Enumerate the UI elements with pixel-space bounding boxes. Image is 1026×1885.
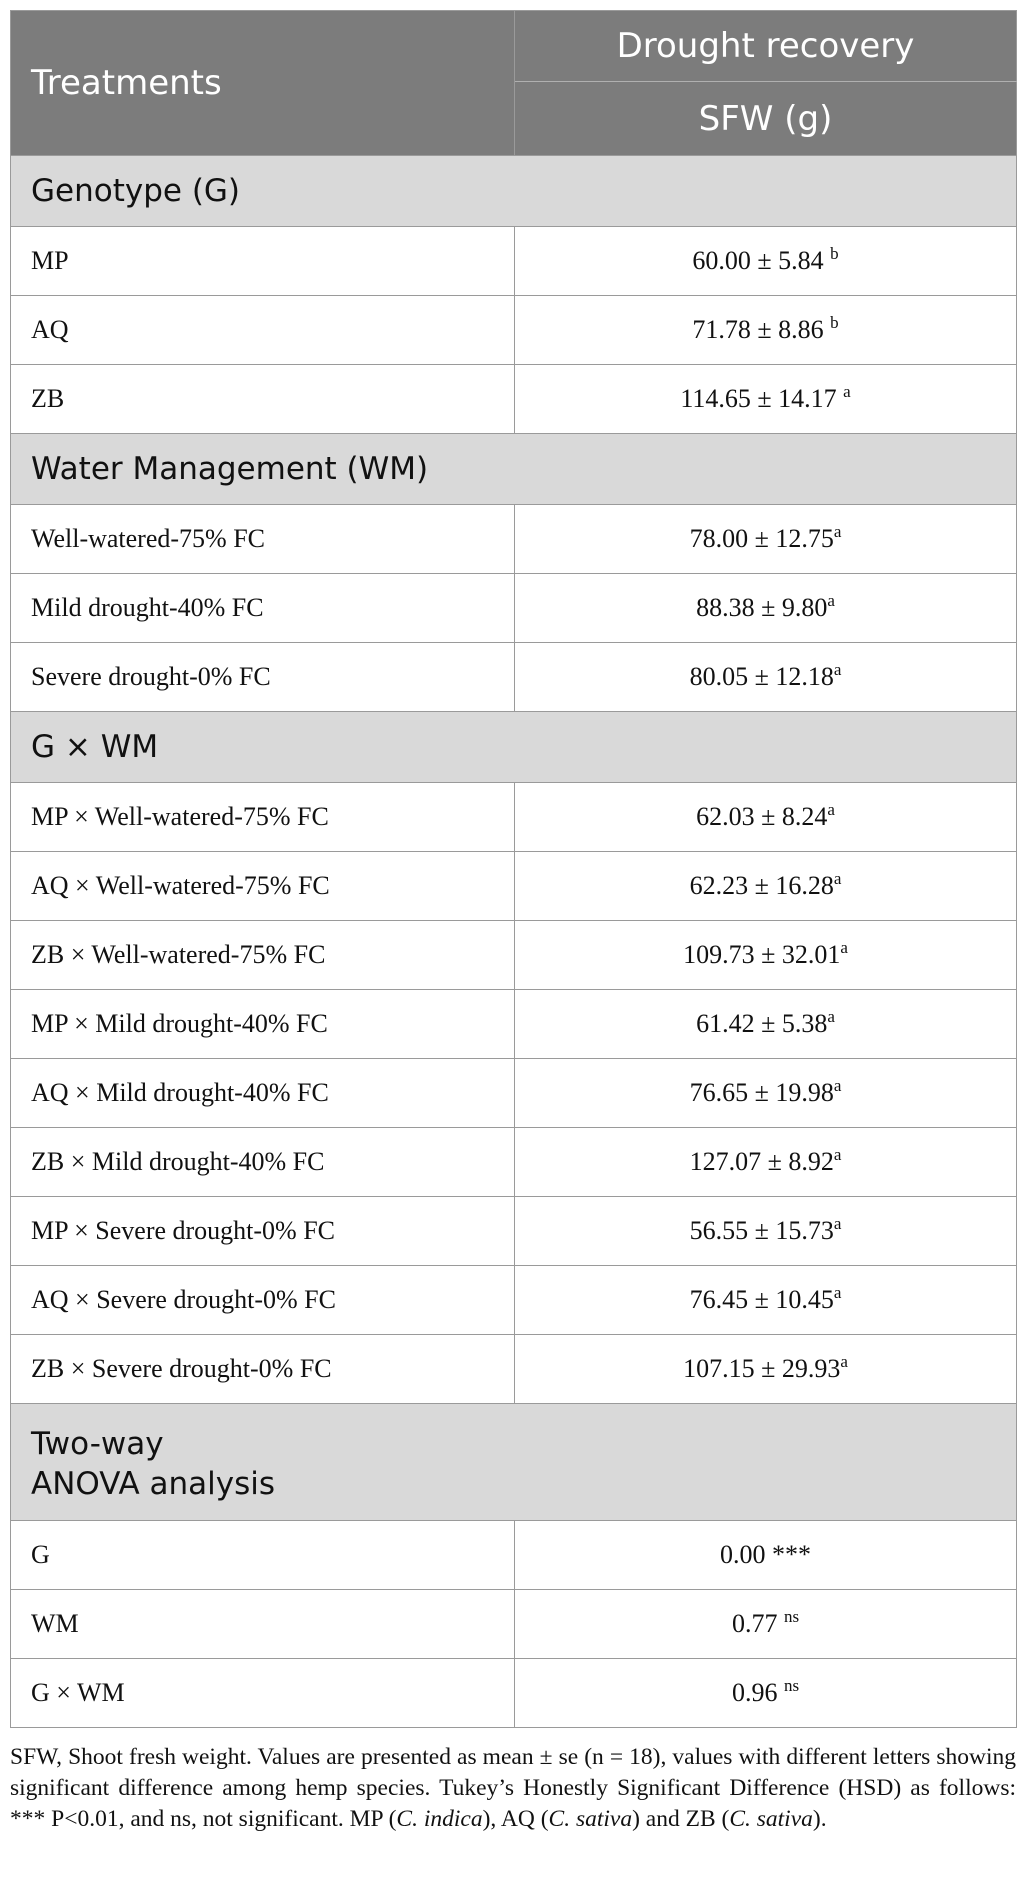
- row-label: Mild drought-40% FC: [10, 573, 515, 643]
- section-title: Water Management (WM): [10, 433, 1017, 505]
- table-container: Treatments Drought recovery SFW (g) Geno…: [10, 9, 1017, 1728]
- row-value: 109.73 ± 32.01a: [514, 920, 1017, 990]
- row-value: 76.65 ± 19.98a: [514, 1058, 1017, 1128]
- section-title-line1: Two-way: [31, 1426, 164, 1462]
- table-row: WM 0.77 ns: [10, 1589, 1017, 1659]
- row-value: 0.96 ns: [514, 1658, 1017, 1728]
- results-table: Treatments Drought recovery SFW (g) Geno…: [10, 9, 1017, 1728]
- header-drought-recovery: Drought recovery: [514, 9, 1017, 83]
- table-row: Well-watered-75% FC 78.00 ± 12.75a: [10, 504, 1017, 574]
- section-title: G × WM: [10, 711, 1017, 783]
- row-value: 114.65 ± 14.17 a: [514, 364, 1017, 434]
- row-label: MP × Well-watered-75% FC: [10, 782, 515, 852]
- table-row: AQ × Well-watered-75% FC 62.23 ± 16.28a: [10, 851, 1017, 921]
- row-label: MP: [10, 226, 515, 296]
- table-row: MP × Severe drought-0% FC 56.55 ± 15.73a: [10, 1196, 1017, 1266]
- section-header-water-management: Water Management (WM): [10, 433, 1017, 505]
- row-label: Severe drought-0% FC: [10, 642, 515, 712]
- row-label: Well-watered-75% FC: [10, 504, 515, 574]
- table-footnote: SFW, Shoot fresh weight. Values are pres…: [10, 1744, 1016, 1832]
- row-value: 88.38 ± 9.80a: [514, 573, 1017, 643]
- row-value: 61.42 ± 5.38a: [514, 989, 1017, 1059]
- row-label: WM: [10, 1589, 515, 1659]
- table-row: G × WM 0.96 ns: [10, 1658, 1017, 1728]
- row-label: ZB × Well-watered-75% FC: [10, 920, 515, 990]
- table-row: Severe drought-0% FC 80.05 ± 12.18a: [10, 642, 1017, 712]
- row-value: 62.03 ± 8.24a: [514, 782, 1017, 852]
- row-label: G × WM: [10, 1658, 515, 1728]
- row-value: 78.00 ± 12.75a: [514, 504, 1017, 574]
- table-row: MP × Mild drought-40% FC 61.42 ± 5.38a: [10, 989, 1017, 1059]
- row-value: 0.00 ***: [514, 1520, 1017, 1590]
- section-header-anova: Two-way ANOVA analysis: [10, 1403, 1017, 1521]
- table-row: ZB × Mild drought-40% FC 127.07 ± 8.92a: [10, 1127, 1017, 1197]
- row-label: AQ × Severe drought-0% FC: [10, 1265, 515, 1335]
- row-value: 71.78 ± 8.86 b: [514, 295, 1017, 365]
- row-value: 76.45 ± 10.45a: [514, 1265, 1017, 1335]
- section-header-genotype: Genotype (G): [10, 155, 1017, 227]
- table-row: AQ × Severe drought-0% FC 76.45 ± 10.45a: [10, 1265, 1017, 1335]
- row-label: AQ: [10, 295, 515, 365]
- row-value: 127.07 ± 8.92a: [514, 1127, 1017, 1197]
- row-value: 80.05 ± 12.18a: [514, 642, 1017, 712]
- table-row: ZB × Well-watered-75% FC 109.73 ± 32.01a: [10, 920, 1017, 990]
- row-value: 62.23 ± 16.28a: [514, 851, 1017, 921]
- row-label: AQ × Mild drought-40% FC: [10, 1058, 515, 1128]
- row-label: MP × Mild drought-40% FC: [10, 989, 515, 1059]
- table-row: MP 60.00 ± 5.84 b: [10, 226, 1017, 296]
- section-title-line2: ANOVA analysis: [31, 1466, 276, 1502]
- row-value: 60.00 ± 5.84 b: [514, 226, 1017, 296]
- table-row: G 0.00 ***: [10, 1520, 1017, 1590]
- header-treatments: Treatments: [10, 10, 515, 156]
- row-label: MP × Severe drought-0% FC: [10, 1196, 515, 1266]
- section-header-g-x-wm: G × WM: [10, 711, 1017, 783]
- table-row: AQ 71.78 ± 8.86 b: [10, 295, 1017, 365]
- row-value: 56.55 ± 15.73a: [514, 1196, 1017, 1266]
- row-label: ZB × Mild drought-40% FC: [10, 1127, 515, 1197]
- table-row: AQ × Mild drought-40% FC 76.65 ± 19.98a: [10, 1058, 1017, 1128]
- table-row: MP × Well-watered-75% FC 62.03 ± 8.24a: [10, 782, 1017, 852]
- row-value: 0.77 ns: [514, 1589, 1017, 1659]
- row-label: AQ × Well-watered-75% FC: [10, 851, 515, 921]
- table-row: Mild drought-40% FC 88.38 ± 9.80a: [10, 573, 1017, 643]
- section-title: Genotype (G): [10, 155, 1017, 227]
- table-header: Treatments Drought recovery SFW (g): [10, 9, 1017, 156]
- row-value: 107.15 ± 29.93a: [514, 1334, 1017, 1404]
- table-row: ZB 114.65 ± 14.17 a: [10, 364, 1017, 434]
- table-body: Genotype (G) MP 60.00 ± 5.84 b AQ 71.78 …: [10, 155, 1017, 1728]
- section-title: Two-way ANOVA analysis: [10, 1403, 1017, 1521]
- row-label: G: [10, 1520, 515, 1590]
- row-label: ZB × Severe drought-0% FC: [10, 1334, 515, 1404]
- header-sfw: SFW (g): [514, 81, 1017, 156]
- row-label: ZB: [10, 364, 515, 434]
- table-row: ZB × Severe drought-0% FC 107.15 ± 29.93…: [10, 1334, 1017, 1404]
